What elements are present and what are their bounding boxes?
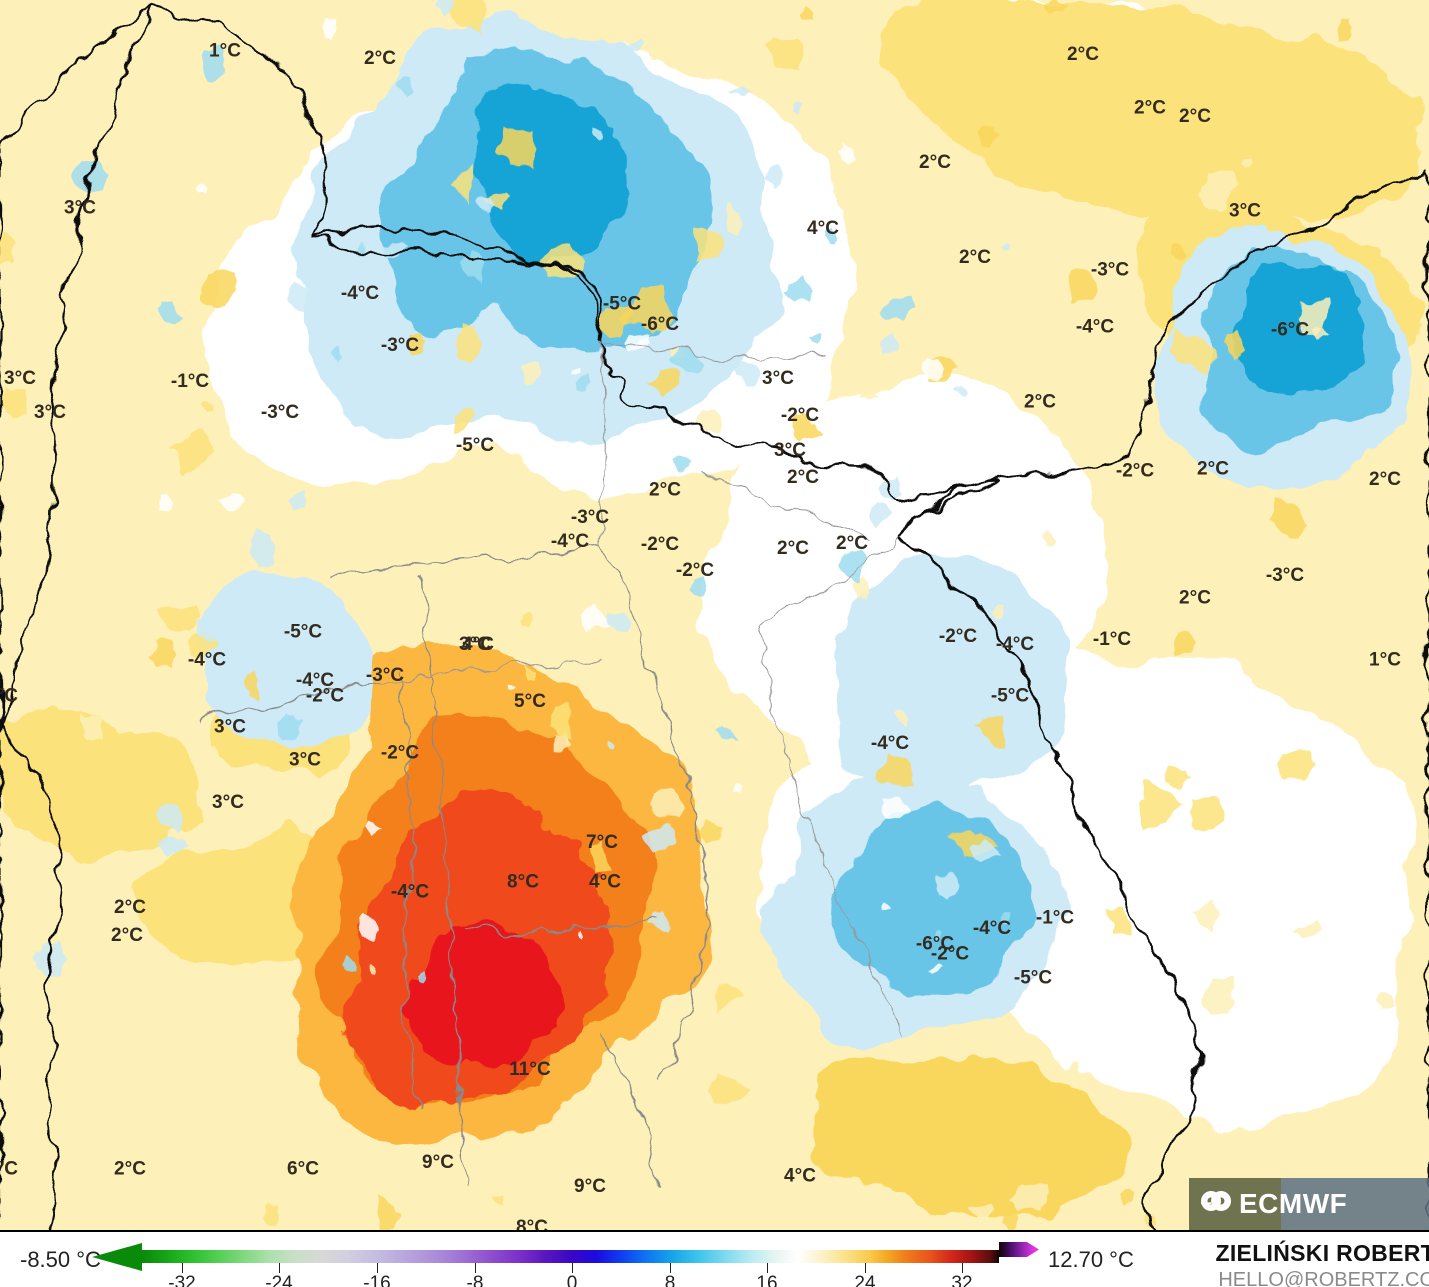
svg-text:-1°C: -1°C <box>1093 629 1131 650</box>
svg-text:-2°C: -2°C <box>781 405 819 426</box>
svg-text:2°C: 2°C <box>777 538 809 559</box>
svg-text:-3°C: -3°C <box>261 402 299 423</box>
svg-text:-2°C: -2°C <box>381 742 419 763</box>
svg-text:-3°C: -3°C <box>571 507 609 528</box>
svg-text:3°C: 3°C <box>289 749 321 770</box>
svg-text:3°C: 3°C <box>64 197 96 218</box>
svg-text:-3°C: -3°C <box>366 665 404 686</box>
svg-text:2°C: 2°C <box>1179 106 1211 127</box>
svg-text:-3°C: -3°C <box>1266 565 1304 586</box>
svg-text:-3°C: -3°C <box>1091 259 1129 280</box>
svg-text:7°C: 7°C <box>586 832 618 853</box>
svg-text:-1°C: -1°C <box>171 371 209 392</box>
svg-text:3°C: 3°C <box>34 402 66 423</box>
svg-text:3°C: 3°C <box>4 368 36 389</box>
svg-text:2°C: 2°C <box>649 479 681 500</box>
svg-text:-4°C: -4°C <box>391 881 429 902</box>
svg-text:2°C: 2°C <box>364 48 396 69</box>
svg-text:2°C: 2°C <box>787 467 819 488</box>
svg-text:2°C: 2°C <box>1024 391 1056 412</box>
svg-text:4°C: 4°C <box>462 634 494 655</box>
svg-text:-5°C: -5°C <box>603 293 641 314</box>
svg-text:4°C: 4°C <box>784 1165 816 1186</box>
svg-text:5°C: 5°C <box>514 691 546 712</box>
svg-text:8°C: 8°C <box>507 871 539 892</box>
svg-text:-4°C: -4°C <box>188 649 226 670</box>
svg-text:9°C: 9°C <box>422 1152 454 1173</box>
svg-text:2°C: 2°C <box>0 1158 18 1179</box>
svg-text:3°C: 3°C <box>212 792 244 813</box>
svg-text:-5°C: -5°C <box>1014 967 1052 988</box>
svg-text:-6°C: -6°C <box>916 933 954 954</box>
svg-text:3°C: 3°C <box>214 716 246 737</box>
svg-text:2°C: 2°C <box>114 897 146 918</box>
svg-text:2°C: 2°C <box>836 533 868 554</box>
svg-text:-4°C: -4°C <box>871 733 909 754</box>
svg-text:2°C: 2°C <box>919 152 951 173</box>
svg-text:2°C: 2°C <box>1197 458 1229 479</box>
svg-text:2°C: 2°C <box>114 1158 146 1179</box>
svg-text:2°C: 2°C <box>111 925 143 946</box>
svg-text:3°C: 3°C <box>1229 200 1261 221</box>
svg-text:3°C: 3°C <box>774 440 806 461</box>
svg-text:4°C: 4°C <box>807 218 839 239</box>
svg-text:2°C: 2°C <box>1179 587 1211 608</box>
svg-text:1°C: 1°C <box>209 41 241 62</box>
svg-text:-4°C: -4°C <box>551 531 589 552</box>
svg-text:3°C: 3°C <box>762 368 794 389</box>
svg-text:-5°C: -5°C <box>456 435 494 456</box>
svg-text:-4°C: -4°C <box>996 634 1034 655</box>
svg-text:-6°C: -6°C <box>1271 319 1309 340</box>
svg-text:9°C: 9°C <box>574 1176 606 1197</box>
svg-text:1°C: 1°C <box>1369 649 1401 670</box>
svg-text:-4°C: -4°C <box>341 283 379 304</box>
svg-text:-2°C: -2°C <box>306 685 344 706</box>
svg-text:2°C: 2°C <box>1369 469 1401 490</box>
svg-text:-2°C: -2°C <box>939 626 977 647</box>
svg-text:-6°C: -6°C <box>641 314 679 335</box>
svg-text:-1°C: -1°C <box>1036 907 1074 928</box>
svg-text:-2°C: -2°C <box>641 534 679 555</box>
svg-text:3°C: 3°C <box>0 685 18 706</box>
svg-text:-4°C: -4°C <box>973 918 1011 939</box>
svg-text:2°C: 2°C <box>1067 44 1099 65</box>
svg-text:-2°C: -2°C <box>676 560 714 581</box>
svg-text:2°C: 2°C <box>1134 97 1166 118</box>
svg-text:-4°C: -4°C <box>1076 316 1114 337</box>
svg-text:-2°C: -2°C <box>1116 460 1154 481</box>
svg-text:8°C: 8°C <box>516 1217 548 1230</box>
svg-text:11°C: 11°C <box>509 1059 550 1080</box>
svg-text:4°C: 4°C <box>589 871 621 892</box>
svg-text:-5°C: -5°C <box>284 621 322 642</box>
svg-text:2°C: 2°C <box>959 247 991 268</box>
svg-text:-5°C: -5°C <box>991 685 1029 706</box>
svg-text:6°C: 6°C <box>287 1158 319 1179</box>
svg-text:-3°C: -3°C <box>381 335 419 356</box>
